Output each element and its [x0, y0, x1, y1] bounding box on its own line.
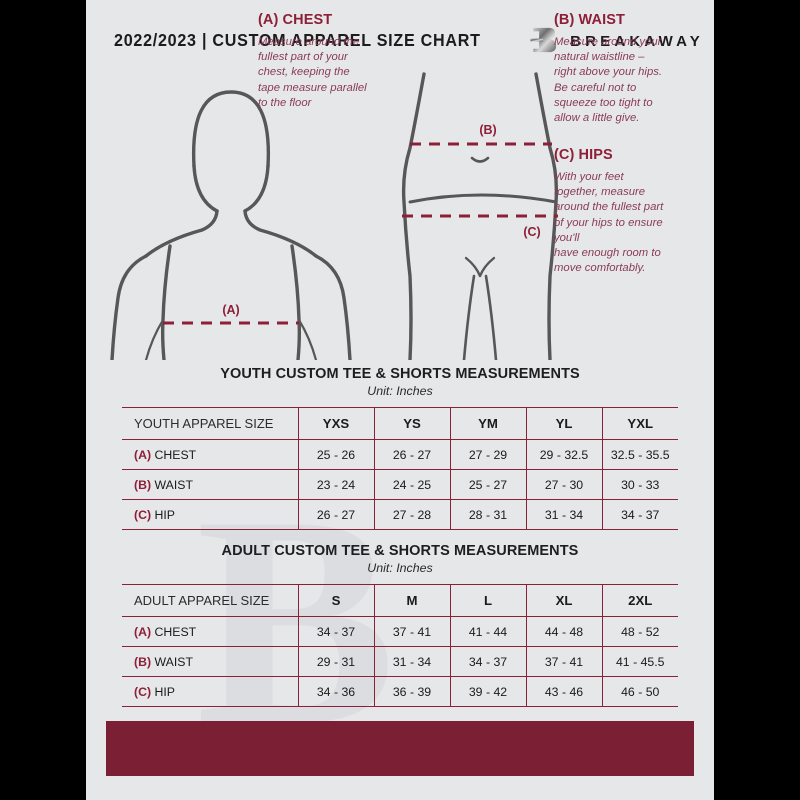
guide-block-hips: (C) HIPS With your feet together, measur…	[554, 147, 694, 276]
row-label: HIP	[154, 684, 176, 699]
size-chart-page: B 2022/2023 | CUSTOM APPAREL SIZE CHART …	[86, 0, 714, 800]
cell-value: 27 - 28	[373, 499, 450, 530]
torso-figure: (A)	[110, 90, 352, 360]
cell-value: 34 - 37	[297, 616, 374, 647]
youth-size-yxs: YXS	[297, 407, 374, 440]
cell-value: 48 - 52	[601, 616, 678, 647]
guide-body-chest: Measure around the fullest part of your …	[258, 36, 367, 109]
adult-table-title: ADULT CUSTOM TEE & SHORTS MEASUREMENTS	[221, 543, 579, 559]
cell-value: 46 - 50	[601, 676, 678, 707]
table-row: (A) CHEST 25 - 26 26 - 27 27 - 29 29 - 3…	[122, 439, 678, 470]
row-marker: (A)	[134, 447, 152, 462]
youth-size-ym: YM	[449, 407, 526, 440]
cell-value: 31 - 34	[373, 646, 450, 677]
hip-measure-label: (C)	[523, 225, 540, 239]
lower-body-figure: (B) (C)	[401, 72, 559, 360]
adult-row-label-chest: (A) CHEST	[122, 616, 298, 647]
cell-value: 23 - 24	[297, 469, 374, 500]
breakaway-b-logo-icon	[530, 27, 557, 53]
cell-value: 26 - 27	[297, 499, 374, 530]
youth-row-label-chest: (A) CHEST	[122, 439, 298, 470]
youth-row-label-waist: (B) WAIST	[122, 469, 298, 500]
row-marker: (C)	[134, 507, 152, 522]
cell-value: 25 - 26	[297, 439, 374, 470]
cell-value: 41 - 45.5	[601, 646, 678, 677]
cell-value: 31 - 34	[525, 499, 602, 530]
youth-size-yl: YL	[525, 407, 602, 440]
guide-block-waist: (B) WAIST Measure around your natural wa…	[554, 12, 692, 126]
youth-section: YOUTH CUSTOM TEE & SHORTS MEASUREMENTS U…	[86, 366, 714, 530]
youth-size-yxl: YXL	[601, 407, 678, 440]
adult-row-label-hip: (C) HIP	[122, 676, 298, 707]
table-header-row: YOUTH APPAREL SIZE YXS YS YM YL YXL	[122, 407, 678, 440]
youth-table-title: YOUTH CUSTOM TEE & SHORTS MEASUREMENTS	[220, 366, 580, 382]
cell-value: 44 - 48	[525, 616, 602, 647]
row-marker: (A)	[134, 624, 152, 639]
cell-value: 28 - 31	[449, 499, 526, 530]
table-header-row: ADULT APPAREL SIZE S M L XL 2XL	[122, 584, 678, 617]
row-label: CHEST	[154, 624, 197, 639]
cell-value: 41 - 44	[449, 616, 526, 647]
cell-value: 29 - 32.5	[525, 439, 602, 470]
youth-row-label-hip: (C) HIP	[122, 499, 298, 530]
row-label: CHEST	[154, 447, 197, 462]
cell-value: 27 - 29	[449, 439, 526, 470]
guide-heading-chest: (A) CHEST	[258, 12, 333, 28]
cell-value: 43 - 46	[525, 676, 602, 707]
table-row: (A) CHEST 34 - 37 37 - 41 41 - 44 44 - 4…	[122, 616, 678, 647]
youth-size-ys: YS	[373, 407, 450, 440]
row-label: WAIST	[154, 654, 193, 669]
guide-body-hips: With your feet together, measure around …	[554, 171, 664, 275]
guide-body-waist: Measure around your natural waistline – …	[554, 36, 663, 125]
row-label: HIP	[154, 507, 176, 522]
row-marker: (B)	[134, 477, 152, 492]
cell-value: 27 - 30	[525, 469, 602, 500]
cell-value: 36 - 39	[373, 676, 450, 707]
adult-section: ADULT CUSTOM TEE & SHORTS MEASUREMENTS U…	[86, 543, 714, 707]
cell-value: 34 - 37	[601, 499, 678, 530]
adult-size-l: L	[449, 584, 526, 617]
cell-value: 37 - 41	[373, 616, 450, 647]
brand-lockup: BREAKAWAY	[528, 24, 704, 58]
chest-measure-label: (A)	[222, 303, 239, 317]
adult-size-s: S	[297, 584, 374, 617]
row-label: WAIST	[154, 477, 193, 492]
row-marker: (C)	[134, 684, 152, 699]
table-row: (B) WAIST 23 - 24 24 - 25 25 - 27 27 - 3…	[122, 469, 678, 500]
youth-size-table: YOUTH APPAREL SIZE YXS YS YM YL YXL (A) …	[122, 407, 678, 530]
adult-row-label-waist: (B) WAIST	[122, 646, 298, 677]
cell-value: 25 - 27	[449, 469, 526, 500]
page-title: 2022/2023 | CUSTOM APPAREL SIZE CHART	[114, 30, 481, 50]
youth-table-unit: Unit: Inches	[367, 384, 433, 398]
brand-name: BREAKAWAY	[570, 32, 704, 50]
cell-value: 32.5 - 35.5	[601, 439, 678, 470]
table-row: (C) HIP 26 - 27 27 - 28 28 - 31 31 - 34 …	[122, 499, 678, 530]
table-row: (B) WAIST 29 - 31 31 - 34 34 - 37 37 - 4…	[122, 646, 678, 677]
table-row: (C) HIP 34 - 36 36 - 39 39 - 42 43 - 46 …	[122, 676, 678, 707]
adult-size-xl: XL	[525, 584, 602, 617]
cell-value: 34 - 37	[449, 646, 526, 677]
cell-value: 24 - 25	[373, 469, 450, 500]
guide-heading-hips: (C) HIPS	[554, 147, 613, 163]
guide-block-chest: (A) CHEST Measure around the fullest par…	[258, 12, 408, 111]
waist-measure-label: (B)	[479, 123, 496, 137]
adult-size-header: ADULT APPAREL SIZE	[122, 584, 298, 617]
cell-value: 37 - 41	[525, 646, 602, 677]
cell-value: 34 - 36	[297, 676, 374, 707]
figure-illustrations: (A) (B) (C)	[86, 70, 714, 370]
row-marker: (B)	[134, 654, 152, 669]
cell-value: 30 - 33	[601, 469, 678, 500]
guide-heading-waist: (B) WAIST	[554, 12, 625, 28]
cell-value: 26 - 27	[373, 439, 450, 470]
youth-size-header: YOUTH APPAREL SIZE	[122, 407, 298, 440]
cell-value: 29 - 31	[297, 646, 374, 677]
cell-value: 39 - 42	[449, 676, 526, 707]
footer-accent-bar	[106, 721, 694, 776]
adult-size-2xl: 2XL	[601, 584, 678, 617]
page-header: 2022/2023 | CUSTOM APPAREL SIZE CHART BR…	[86, 26, 714, 60]
adult-table-unit: Unit: Inches	[367, 561, 433, 575]
adult-size-m: M	[373, 584, 450, 617]
adult-size-table: ADULT APPAREL SIZE S M L XL 2XL (A) CHES…	[122, 584, 678, 707]
